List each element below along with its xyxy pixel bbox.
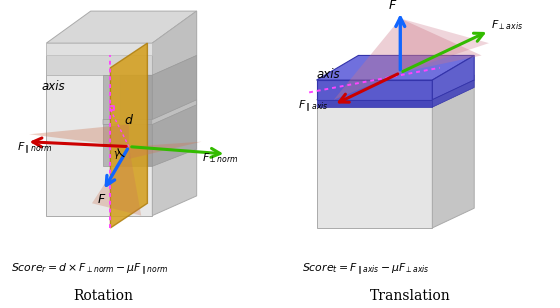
Polygon shape [316,100,432,107]
Polygon shape [432,55,474,100]
Text: $Score_t = F_{\parallel axis} - \mu F_{\perp axis}$: $Score_t = F_{\parallel axis} - \mu F_{\… [302,262,430,278]
Text: $\gamma$: $\gamma$ [113,149,121,161]
Polygon shape [334,18,482,100]
Polygon shape [152,11,197,75]
Polygon shape [46,43,152,75]
Text: $F$: $F$ [97,193,106,206]
Polygon shape [152,55,197,166]
Polygon shape [103,75,152,166]
Polygon shape [120,75,152,166]
Polygon shape [316,75,474,100]
Text: Translation: Translation [370,289,450,303]
Polygon shape [46,11,197,43]
Polygon shape [129,142,202,159]
Polygon shape [92,147,141,216]
Polygon shape [432,80,474,107]
Text: axis: axis [41,80,65,93]
Polygon shape [316,80,432,100]
Text: $Score_r = d \times F_{\perp norm} - \mu F_{\parallel norm}$: $Score_r = d \times F_{\perp norm} - \mu… [11,262,169,278]
Text: $F_{\perp norm}$: $F_{\perp norm}$ [202,152,239,165]
Polygon shape [316,55,474,80]
Text: axis: axis [316,68,340,81]
Text: $F$: $F$ [388,0,398,12]
Polygon shape [29,124,129,147]
Polygon shape [103,100,197,124]
Polygon shape [400,18,489,73]
Text: Rotation: Rotation [73,289,133,303]
Text: $F_{\perp axis}$: $F_{\perp axis}$ [492,18,524,32]
Polygon shape [46,43,152,55]
Text: $d$: $d$ [124,113,134,128]
Polygon shape [110,43,147,228]
Polygon shape [152,11,197,216]
Polygon shape [316,100,432,228]
Polygon shape [432,75,474,228]
Text: $F_{\parallel norm}$: $F_{\parallel norm}$ [17,141,52,157]
Polygon shape [46,43,152,216]
Text: $F_{\parallel axis}$: $F_{\parallel axis}$ [298,99,329,115]
